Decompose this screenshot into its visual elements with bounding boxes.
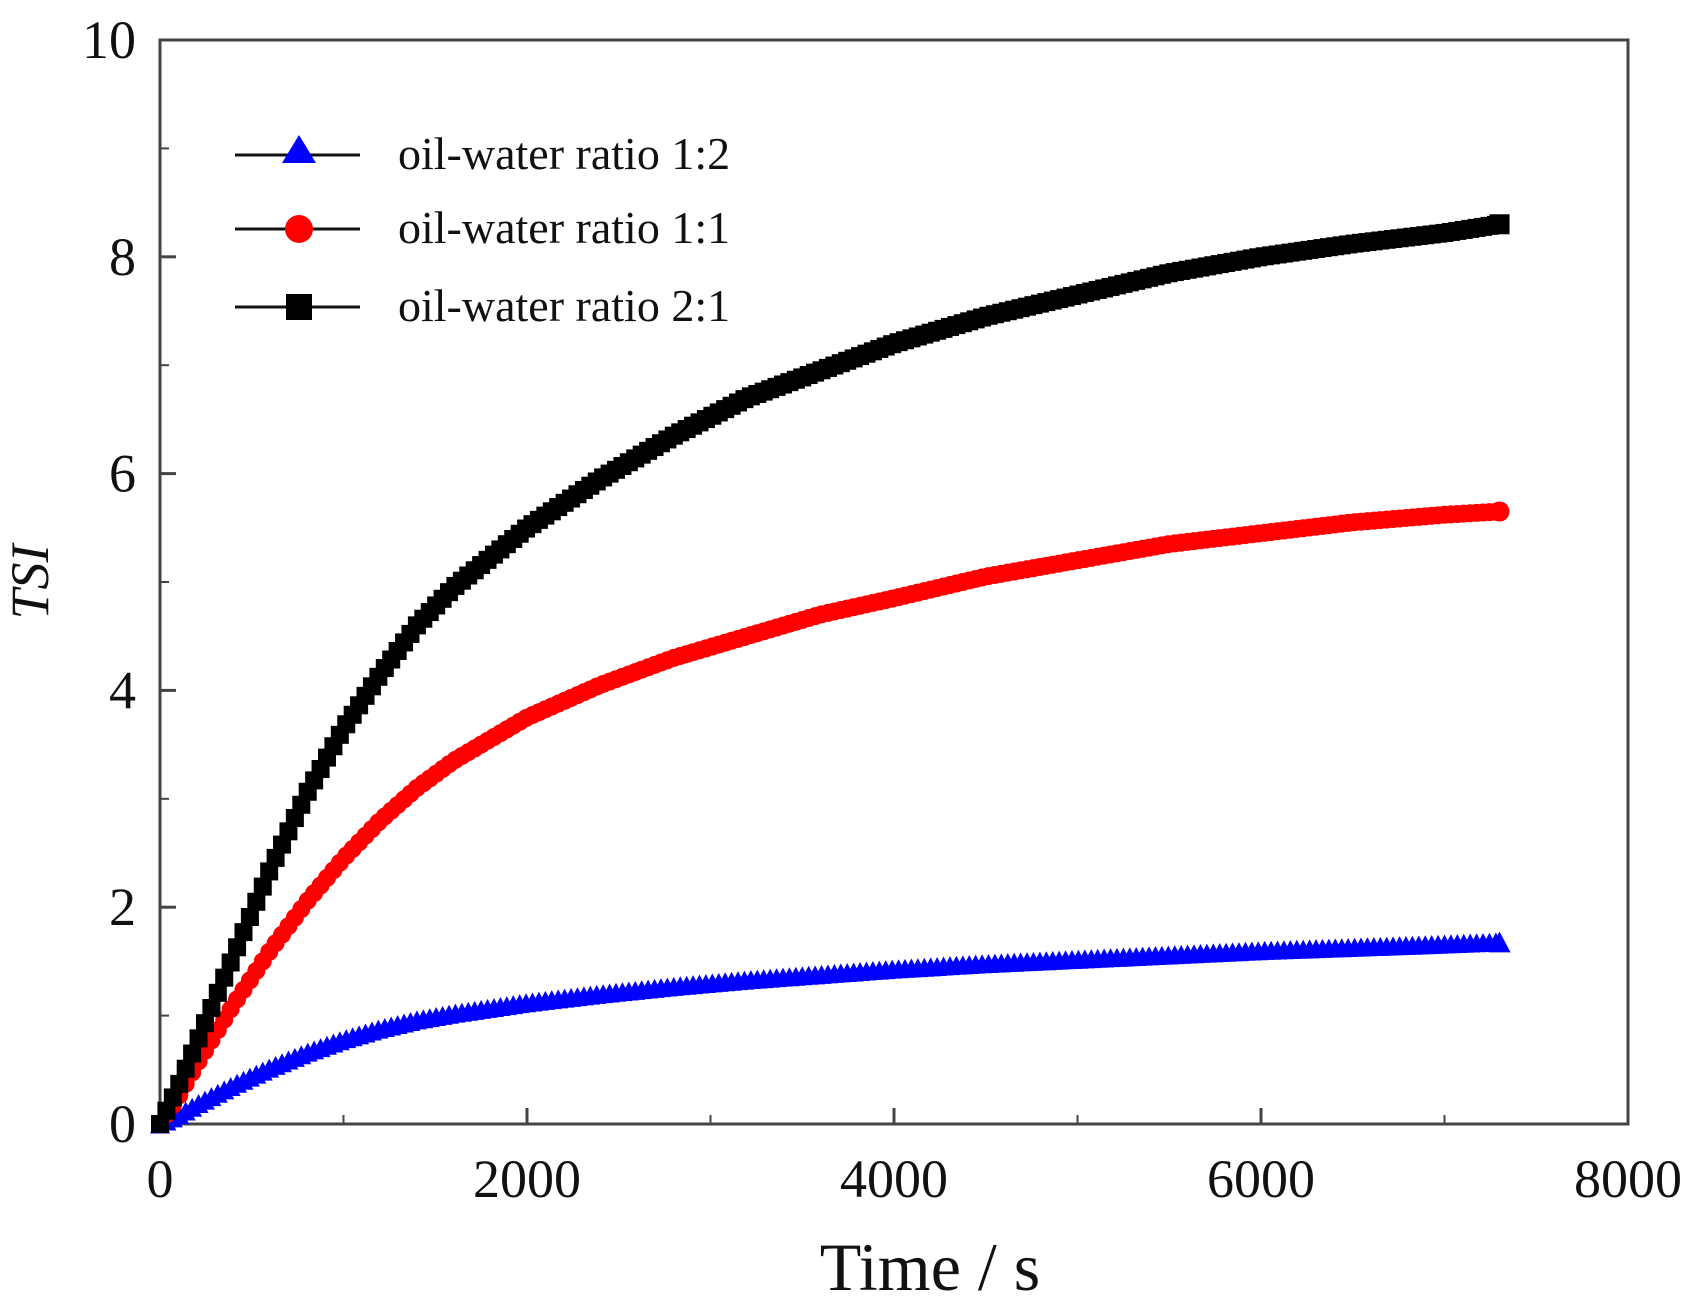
legend-item-1-2: oil-water ratio 1:2 xyxy=(235,128,730,179)
x-tick-label: 0 xyxy=(147,1149,174,1209)
data-point-square xyxy=(189,1029,208,1048)
legend: oil-water ratio 1:2 oil-water ratio 1:1 … xyxy=(235,128,730,331)
y-tick-label: 4 xyxy=(109,660,136,720)
data-point-square xyxy=(195,1014,214,1033)
x-tick-label: 4000 xyxy=(840,1149,948,1209)
data-point-square xyxy=(228,938,247,957)
legend-marker-triangle xyxy=(282,135,316,163)
y-tick-label: 6 xyxy=(109,444,136,504)
y-axis-title: TSI xyxy=(0,541,60,619)
data-point-square xyxy=(240,907,259,926)
data-point-square xyxy=(260,862,279,881)
x-tick-label: 6000 xyxy=(1207,1149,1315,1209)
series-oil-water-ratio-1-2 xyxy=(150,931,1511,1134)
data-point-square xyxy=(215,968,234,987)
data-point-square xyxy=(1489,214,1510,235)
y-axis-ticks: 0 2 4 6 8 10 xyxy=(82,10,176,1154)
data-point-triangle xyxy=(1488,931,1511,953)
y-tick-label: 8 xyxy=(109,227,136,287)
legend-item-2-1: oil-water ratio 2:1 xyxy=(235,280,730,331)
data-point-square xyxy=(234,923,253,942)
legend-label-1-1: oil-water ratio 1:1 xyxy=(398,202,730,253)
data-point-square xyxy=(202,999,221,1018)
x-tick-label: 8000 xyxy=(1574,1149,1682,1209)
legend-marker-square xyxy=(286,294,312,320)
legend-marker-circle xyxy=(285,215,313,243)
legend-label-1-2: oil-water ratio 1:2 xyxy=(398,128,730,179)
data-point-square xyxy=(221,953,240,972)
data-point-square xyxy=(183,1044,202,1063)
data-point-square xyxy=(170,1074,189,1093)
x-axis-title: Time / s xyxy=(820,1229,1040,1300)
legend-item-1-1: oil-water ratio 1:1 xyxy=(235,202,730,253)
data-point-square xyxy=(253,877,272,896)
series-oil-water-ratio-2-1 xyxy=(151,214,1510,1133)
data-point-square xyxy=(247,892,266,911)
y-tick-label: 10 xyxy=(82,10,136,70)
data-point-square xyxy=(163,1088,182,1107)
data-point-circle xyxy=(1489,501,1510,522)
x-tick-label: 2000 xyxy=(473,1149,581,1209)
data-point-square xyxy=(208,983,227,1002)
series-layer xyxy=(150,214,1511,1134)
y-tick-label: 2 xyxy=(109,877,136,937)
plot-frame xyxy=(158,38,1630,1126)
y-tick-label: 0 xyxy=(109,1094,136,1154)
legend-label-2-1: oil-water ratio 2:1 xyxy=(398,280,730,331)
data-point-square xyxy=(176,1059,195,1078)
x-axis-ticks: 0 2000 4000 6000 8000 xyxy=(147,1108,1682,1209)
